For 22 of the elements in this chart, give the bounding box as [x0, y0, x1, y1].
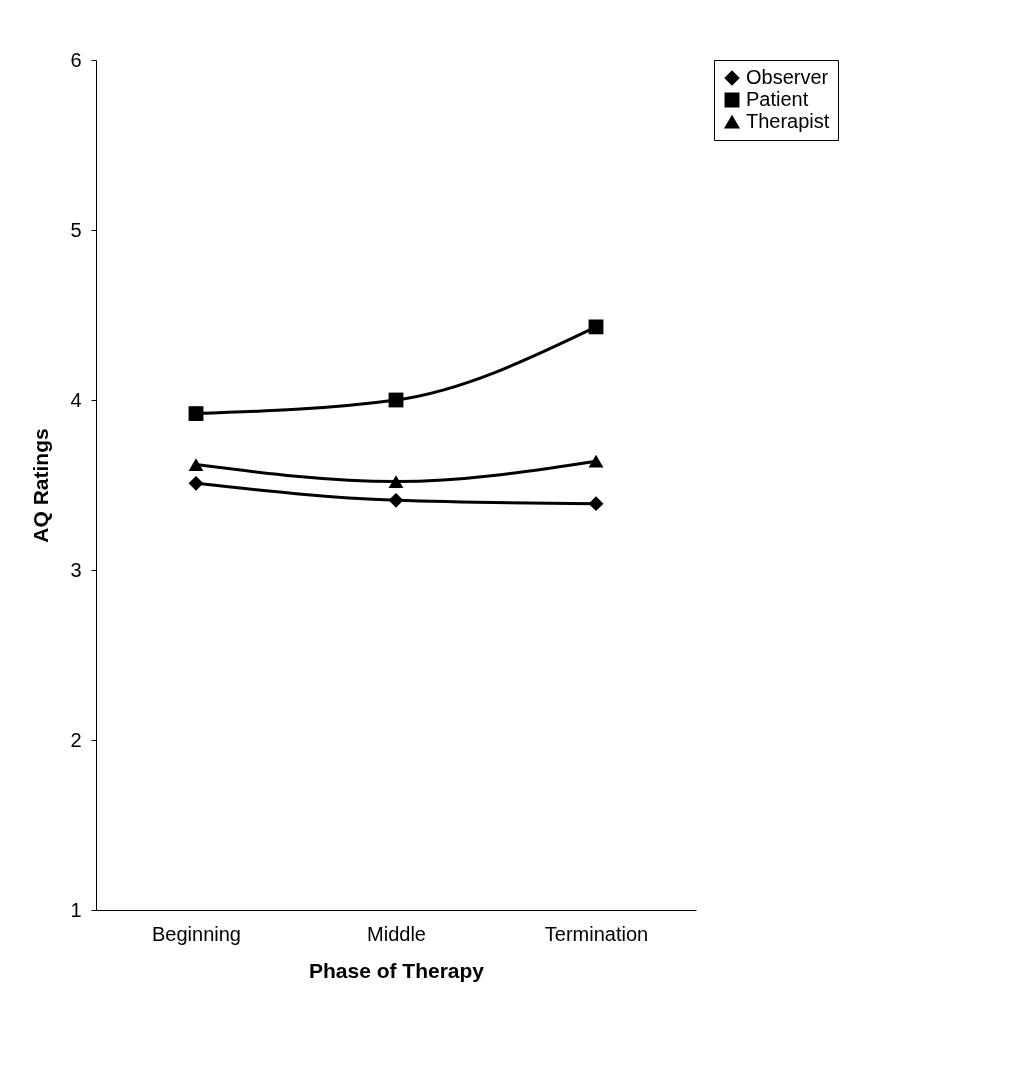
point [188, 406, 204, 422]
point [188, 458, 204, 472]
point [388, 475, 404, 489]
legend-label: Patient [746, 88, 809, 110]
point [588, 454, 604, 468]
point [588, 496, 604, 512]
x-tick-label: Beginning [152, 922, 241, 945]
point [188, 475, 204, 491]
point [588, 319, 604, 335]
x-tick-label: Termination [544, 922, 649, 945]
point [388, 492, 404, 508]
y-tick-label: 3 [70, 558, 82, 581]
y-tick-label: 6 [70, 48, 82, 71]
x-tick-label: Middle [367, 922, 426, 945]
y-tick-label: 5 [70, 218, 82, 241]
y-axis-title: AQ Ratings [29, 428, 53, 543]
y-tick-label: 2 [70, 728, 82, 751]
x-axis-title: Phase of Therapy [308, 958, 485, 982]
y-tick-label: 4 [70, 388, 82, 411]
legend-label: Observer [746, 66, 829, 88]
y-tick-label: 1 [70, 898, 82, 921]
legend-label: Therapist [746, 110, 830, 132]
